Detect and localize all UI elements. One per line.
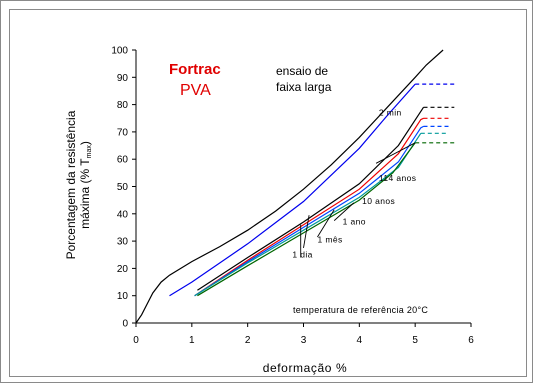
x-tick-label: 5: [412, 335, 418, 346]
curve-2-min: [169, 83, 416, 297]
y-axis-label-line-1: Porcentagem da resistência: [64, 110, 78, 259]
curves: [135, 49, 455, 324]
leader-line: [333, 202, 355, 221]
y-tick-label: 100: [111, 46, 128, 57]
footnote: temperatura de referência 20°C: [293, 305, 428, 315]
y-tick-label: 60: [117, 155, 129, 166]
x-tick-label: 0: [133, 335, 139, 346]
curve-label: 2 min: [379, 108, 402, 118]
y-axis-label-sub: max: [86, 145, 93, 159]
curve-1-m-s: [194, 117, 424, 297]
curve-label: 114 anos: [379, 173, 417, 183]
chart-panel: [9, 9, 527, 377]
curve-label: 1 ano: [343, 217, 366, 227]
leader-line: [375, 142, 416, 164]
brand-name: Fortrac: [169, 61, 221, 78]
y-axis-label-main: máxima (% T: [78, 158, 92, 229]
legend-line-2: faixa larga: [276, 80, 332, 94]
y-tick-label: 50: [117, 182, 129, 193]
y-tick-label: 40: [117, 209, 129, 220]
x-tick-label: 3: [301, 335, 307, 346]
y-tick-label: 70: [117, 127, 129, 138]
y-axis-label-line-2: máxima (% Tmax): [78, 141, 93, 229]
x-axis-label: deformação %: [263, 361, 348, 375]
y-axis-label-tail: ): [78, 141, 92, 145]
curve-114-anos: [197, 142, 416, 297]
y-tick-label: 80: [117, 100, 129, 111]
y-tick-label: 10: [117, 291, 129, 302]
curve-1-dia: [197, 106, 425, 291]
curve-label: 1 dia: [292, 249, 312, 259]
brand-product: PVA: [180, 82, 211, 99]
x-tick-label: 6: [468, 335, 474, 346]
curve-curto-prazo: [135, 49, 444, 324]
leader-line: [317, 209, 335, 238]
axes: 0 10 20 30 40 50 60 70 80 90 100 0 1 2 3 4 5 6: [111, 46, 474, 347]
y-tick-label: 90: [117, 73, 129, 84]
legend-line-1: ensaio de: [276, 64, 328, 78]
curve-label: 1 mês: [317, 234, 342, 244]
x-tick-label: 4: [357, 335, 363, 346]
curve-label: 10 anos: [362, 196, 395, 206]
x-tick-label: 1: [189, 335, 195, 346]
leader-line: [303, 215, 310, 249]
y-tick-label: 0: [122, 319, 128, 330]
curve-1-ano: [194, 125, 424, 297]
y-tick-label: 30: [117, 237, 129, 248]
y-tick-label: 20: [117, 264, 129, 275]
x-tick-label: 2: [245, 335, 251, 346]
